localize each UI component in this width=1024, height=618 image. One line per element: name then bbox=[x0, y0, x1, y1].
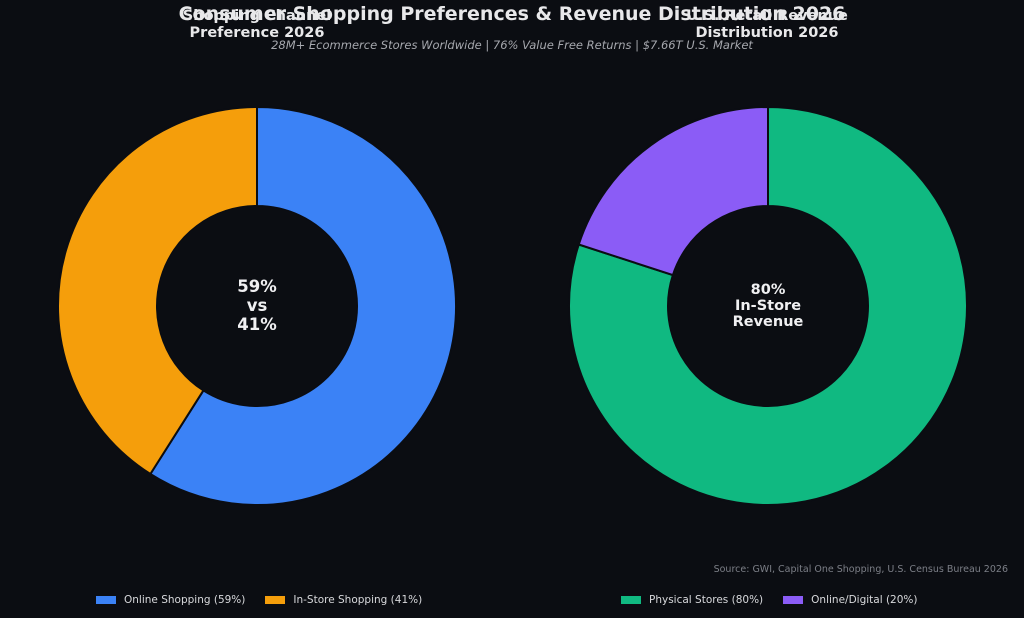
figure-subtitle: 28M+ Ecommerce Stores Worldwide | 76% Va… bbox=[271, 38, 753, 52]
right-center-line-2: In-Store bbox=[734, 298, 802, 314]
right-chart-title: U.S. Retail Revenue Distribution 2026 bbox=[637, 8, 897, 42]
right-chart-title-line-2: Distribution 2026 bbox=[695, 25, 839, 41]
right-donut-center-label: 80% In-Store Revenue bbox=[688, 282, 848, 330]
legend-label: Physical Stores (80%) bbox=[649, 594, 764, 606]
legend-label: Online Shopping (59%) bbox=[124, 594, 246, 606]
legend-swatch bbox=[621, 596, 641, 604]
legend-label: In-Store Shopping (41%) bbox=[293, 594, 423, 606]
left-chart-title-line-2: Preference 2026 bbox=[189, 25, 325, 41]
legend-item-physical-stores: Physical Stores (80%) bbox=[621, 594, 763, 606]
legend-swatch bbox=[783, 596, 804, 604]
left-center-line-3: 41% bbox=[237, 315, 277, 334]
donut-hole bbox=[668, 206, 868, 406]
donut-hole bbox=[157, 206, 357, 406]
right-center-line-3: Revenue bbox=[732, 314, 804, 330]
left-donut-center-label: 59% vs 41% bbox=[177, 277, 337, 334]
left-center-line-2: vs bbox=[246, 296, 268, 315]
legend-label: Online/Digital (20%) bbox=[811, 594, 918, 606]
left-donut-chart bbox=[57, 105, 457, 506]
left-legend: Online Shopping (59%) In-Store Shopping … bbox=[96, 594, 442, 606]
right-donut-chart bbox=[568, 105, 968, 506]
legend-item-in-store-shopping: In-Store Shopping (41%) bbox=[265, 594, 422, 606]
left-chart-title: Shopping Channel Preference 2026 bbox=[127, 8, 387, 42]
legend-swatch bbox=[265, 596, 286, 604]
legend-swatch bbox=[96, 596, 116, 604]
figure-title: Consumer Shopping Preferences & Revenue … bbox=[178, 3, 846, 25]
right-chart-title-line-1: U.S. Retail Revenue bbox=[686, 8, 848, 24]
legend-item-online-shopping: Online Shopping (59%) bbox=[96, 594, 245, 606]
source-note: Source: GWI, Capital One Shopping, U.S. … bbox=[713, 564, 1008, 575]
right-legend: Physical Stores (80%) Online/Digital (20… bbox=[621, 594, 937, 606]
legend-item-online-digital: Online/Digital (20%) bbox=[783, 594, 917, 606]
right-center-line-1: 80% bbox=[750, 282, 786, 298]
left-center-line-1: 59% bbox=[237, 277, 277, 296]
left-chart-title-line-1: Shopping Channel bbox=[182, 8, 332, 24]
